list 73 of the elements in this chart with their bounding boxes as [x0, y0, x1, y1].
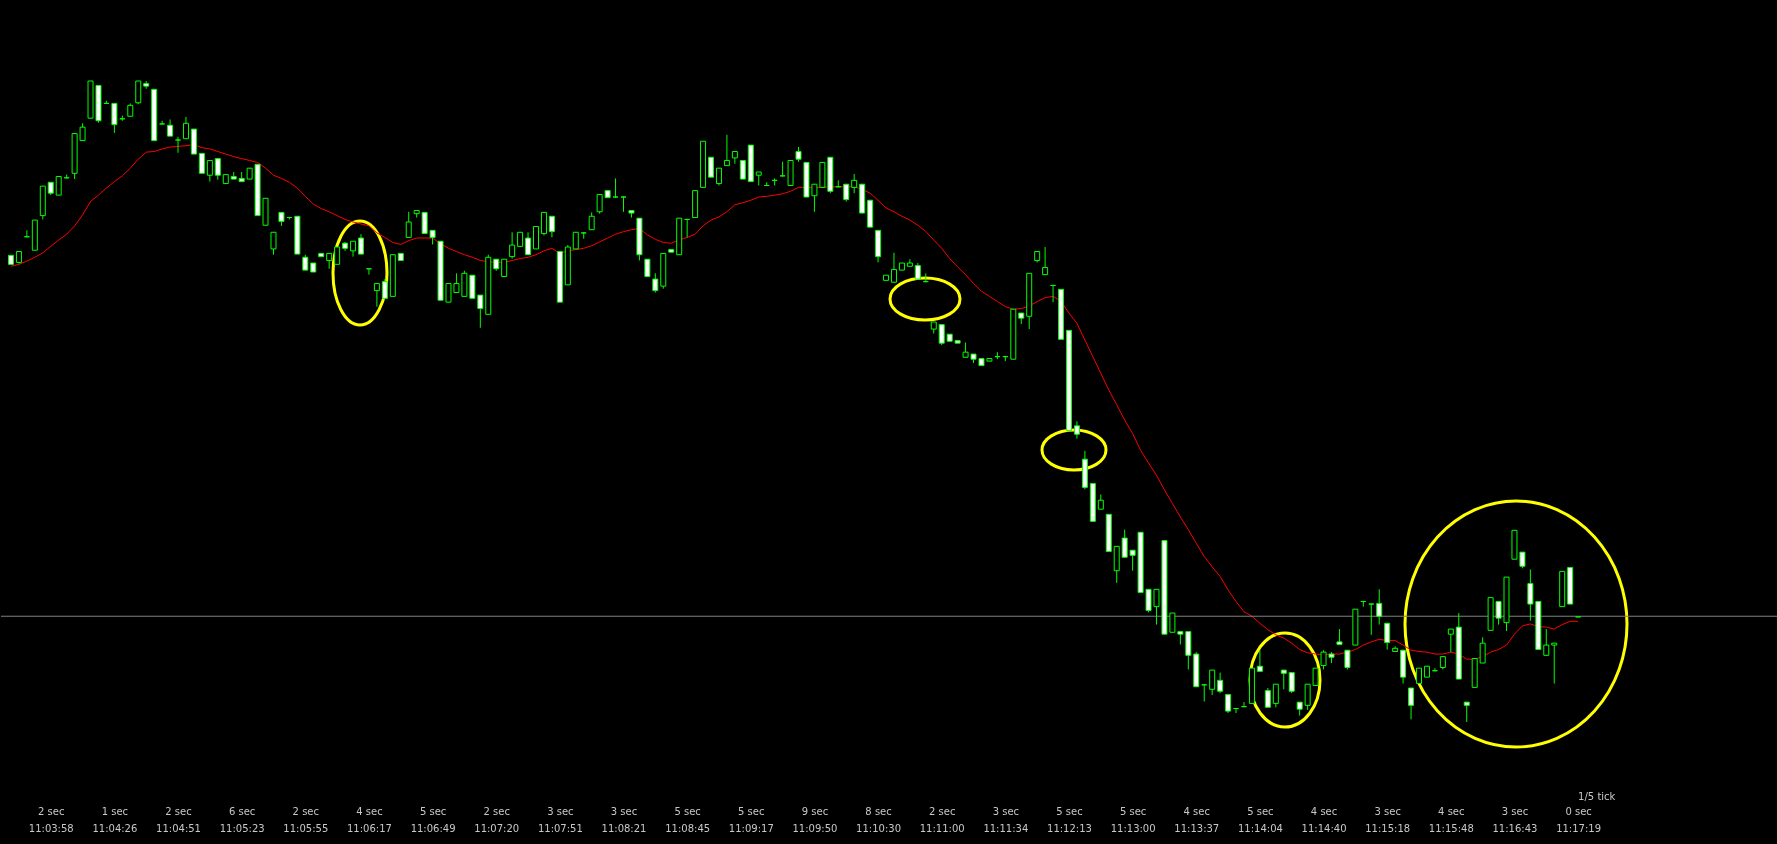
candlestick	[175, 136, 182, 154]
candlestick	[620, 195, 627, 213]
candlestick	[1209, 669, 1216, 696]
candlestick	[405, 211, 412, 238]
candlestick	[357, 233, 364, 255]
candlestick	[1463, 701, 1470, 723]
candlestick	[1225, 693, 1232, 714]
x-tick-label: 2 sec 11:03:58	[28, 805, 74, 834]
candlestick	[612, 177, 619, 199]
x-tick-label: 2 sec 11:11:00	[919, 805, 965, 834]
candlestick	[1272, 683, 1279, 708]
candlestick	[1217, 672, 1224, 694]
candlestick	[135, 80, 142, 105]
candlestick	[1551, 642, 1558, 685]
x-tick-label: 5 sec 11:08:45	[665, 805, 711, 834]
candlestick	[1408, 687, 1415, 720]
candlestick	[509, 231, 516, 260]
x-tick-label: 3 sec 11:15:18	[1365, 805, 1411, 834]
x-tick-label: 1 sec 11:04:26	[92, 805, 138, 834]
candlestick	[206, 159, 213, 183]
x-tick-label: 5 sec 11:14:04	[1237, 805, 1283, 834]
x-tick-label: 5 sec 11:09:17	[728, 805, 774, 834]
candlestick	[533, 226, 539, 250]
x-tick-label: 2 sec 11:05:55	[283, 805, 329, 834]
candlestick	[1543, 628, 1550, 656]
x-tick-label: 6 sec 11:05:23	[219, 805, 265, 834]
candlestick	[270, 231, 277, 256]
x-tick-label: 5 sec 11:13:00	[1110, 805, 1156, 834]
candlestick	[214, 158, 221, 181]
candlestick	[1280, 669, 1287, 690]
text: 1/5 tick	[1578, 791, 1616, 802]
candlestick	[381, 278, 388, 299]
candlestick	[55, 176, 62, 196]
candlestick	[1384, 622, 1391, 651]
candlestick	[723, 134, 730, 167]
x-tick-label: 8 sec 11:10:30	[856, 805, 902, 834]
candlestick	[1288, 672, 1295, 694]
candlestick	[1344, 649, 1351, 670]
x-tick-label: 4 sec 11:14:40	[1301, 805, 1347, 834]
candlestick	[851, 173, 858, 194]
x-tick-label: 0 sec 11:17:19	[1556, 805, 1602, 834]
candlestick	[1376, 588, 1383, 626]
candlestick	[1447, 628, 1454, 653]
x-tick-label: 9 sec 11:09:50	[792, 805, 838, 834]
x-tick-label: 3 sec 11:07:51	[537, 805, 583, 834]
candlestick	[1042, 246, 1049, 276]
x-tick-label: 3 sec 11:08:21	[601, 805, 647, 834]
candlestick	[540, 211, 547, 236]
candlestick	[890, 252, 897, 283]
x-tick-label: 2 sec 11:04:51	[156, 805, 201, 834]
candlestick	[198, 152, 205, 174]
candlestick	[111, 102, 118, 134]
candlestick	[373, 283, 380, 308]
candlestick	[1264, 687, 1271, 708]
x-tick-label: 3 sec 11:16:43	[1492, 805, 1538, 834]
candlestick	[652, 272, 659, 294]
candlestick	[182, 116, 189, 140]
candlestick	[525, 231, 532, 256]
candlestick	[548, 215, 555, 238]
x-tick-label: 4 sec 11:13:37	[1174, 805, 1220, 834]
candlestick	[1368, 602, 1375, 636]
candlestick	[159, 120, 166, 126]
candlestick	[1256, 649, 1263, 672]
x-tick-label: 5 sec 11:06:49	[410, 805, 456, 834]
x-tick-label: 3 sec 11:11:34	[983, 805, 1029, 834]
candlestick	[1073, 420, 1080, 440]
candlestick	[708, 156, 715, 178]
x-tick-label: 2 sec 11:07:20	[474, 805, 520, 834]
x-tick-label: 4 sec 11:06:17	[346, 805, 392, 834]
candlestick	[938, 324, 945, 346]
candlestick	[739, 159, 746, 180]
x-tick-label: 4 sec 11:15:48	[1428, 805, 1474, 834]
x-tick-label: 5 sec 11:12:13	[1047, 805, 1092, 834]
